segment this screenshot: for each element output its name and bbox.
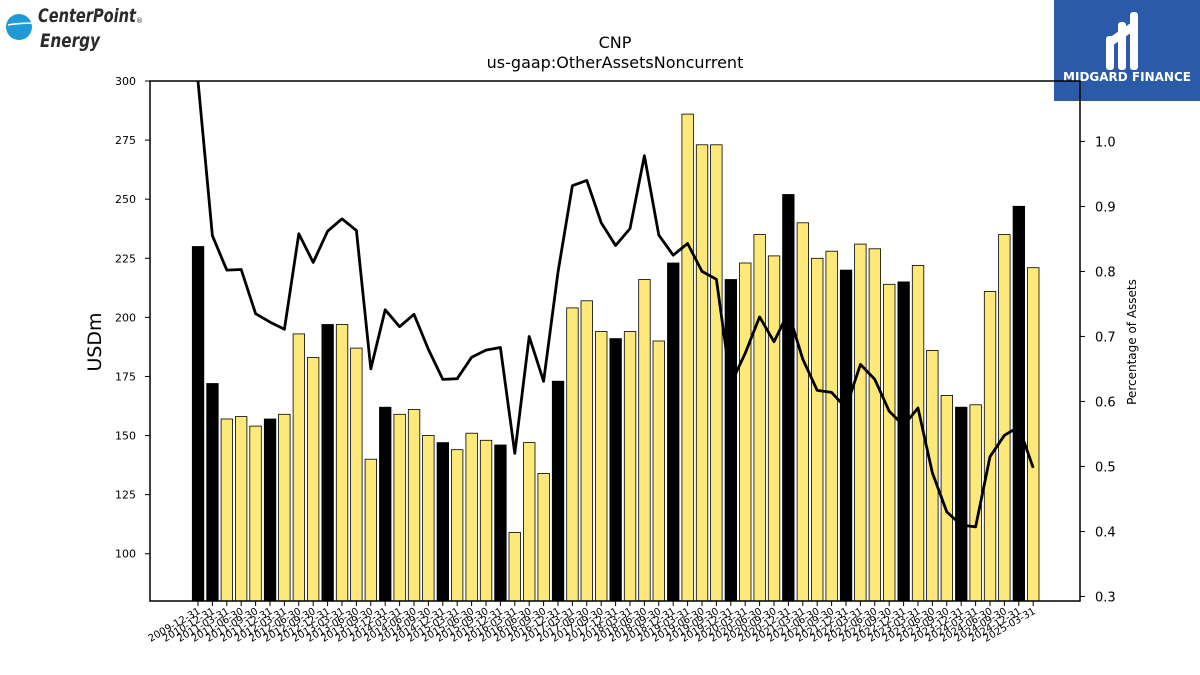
bar-2024-06-30 [983,290,997,602]
midgard-finance-logo: MIDGARD FINANCE [1054,0,1200,101]
y2-tick-label: 0.4 [1095,525,1116,540]
plot-frame [149,80,1081,602]
bar-2013-09-30 [364,458,378,602]
bar-2012-12-31 [321,324,334,602]
y-axis-label: USDm [84,312,106,371]
bar-2018-03-31 [623,331,637,602]
bar-2021-03-31 [796,222,809,602]
bar-2021-09-30 [825,250,838,602]
y-tick-label: 175 [115,370,136,383]
bar-2009-12-31 [191,246,205,602]
bar-2015-03-31 [450,449,464,602]
y-tick-label: 200 [115,311,136,324]
y2-tick-label: 0.6 [1095,395,1116,410]
bar-2012-06-30 [292,333,306,602]
bar-2018-06-30 [638,279,651,602]
bar-2024-09-30 [998,234,1011,602]
bar-2017-06-30 [580,300,593,602]
bar-2011-12-31 [263,418,277,602]
logo-swoosh-icon [7,22,45,26]
y-tick-label: 300 [115,75,136,88]
bar-2014-06-30 [407,409,421,602]
bar-2022-03-31 [854,243,867,602]
bar-2015-06-30 [465,432,478,602]
bar-2018-12-31 [667,262,680,602]
bar-2017-09-30 [595,331,608,602]
bar-2016-09-30 [537,472,550,602]
bar-2020-09-30 [767,255,781,602]
y2-tick-label: 0.9 [1095,200,1116,215]
bar-2021-12-31 [839,269,853,602]
bar-2017-03-31 [566,307,579,602]
bar-2018-09-30 [652,340,665,602]
bar-2014-03-31 [393,413,406,602]
bar-2010-12-31 [206,383,219,602]
y2-tick-label: 0.5 [1095,460,1116,475]
y-tick-label: 125 [115,489,136,502]
bar-2016-12-31 [551,380,565,602]
y-tick-label: 250 [115,193,136,206]
y-tick-label: 150 [115,430,136,443]
y2-tick-label: 0.7 [1095,330,1116,345]
bar-2013-03-31 [335,324,349,602]
bar-2019-03-31 [681,113,694,602]
midgard-mark-icon [1106,12,1138,70]
bar-2017-12-31 [609,338,622,602]
bar-2011-09-30 [249,425,262,602]
y2-tick-label: 0.8 [1095,265,1116,280]
bar-2023-12-31 [955,406,968,602]
bar-2022-09-30 [883,283,896,602]
centerpoint-energy-logo: CenterPoint ® Energy [4,2,154,54]
bar-2021-06-30 [811,257,824,602]
bar-2019-09-30 [710,144,723,602]
bar-2014-09-30 [422,435,435,602]
bar-2014-12-31 [436,442,450,602]
bar-2023-03-31 [911,264,925,602]
y2-tick-label: 1.0 [1095,135,1116,150]
logo-registered-mark: ® [136,17,143,25]
y-tick-label: 225 [115,252,136,265]
chart-title: CNP [599,33,632,52]
logo-line2: Energy [40,30,101,52]
bar-2022-06-30 [868,248,881,602]
chart-subtitle: us-gaap:OtherAssetsNoncurrent [487,53,744,72]
bar-2019-12-31 [724,279,737,602]
bar-2020-06-30 [753,234,766,602]
bar-2016-06-30 [523,442,536,602]
bar-2025-03-31 [1027,267,1040,602]
y2-tick-label: 0.3 [1095,590,1116,605]
bar-2016-03-31 [508,532,521,602]
midgard-logo-text: MIDGARD FINANCE [1063,70,1191,84]
bar-2015-12-31 [494,444,507,602]
bar-2011-03-31 [220,418,234,602]
bar-2020-03-31 [739,262,752,602]
bar-2013-12-31 [379,406,392,602]
bar-2024-12-31 [1012,205,1025,602]
bar-2020-12-31 [782,194,795,602]
bar-2012-09-30 [306,357,320,602]
bar-2012-03-31 [278,413,291,602]
bar-2022-12-31 [897,281,910,602]
bar-2015-09-30 [479,439,493,602]
y2-axis-label: Percentage of Assets [1125,279,1139,405]
y-tick-label: 275 [115,134,136,147]
bar-2013-06-30 [350,347,363,602]
bar-2011-06-30 [234,416,248,602]
logo-globe-icon [6,14,32,40]
y-tick-label: 100 [115,548,136,561]
pct-of-assets-line [196,80,1035,529]
bar-2019-06-30 [695,144,709,602]
logo-line1: CenterPoint [38,5,137,27]
